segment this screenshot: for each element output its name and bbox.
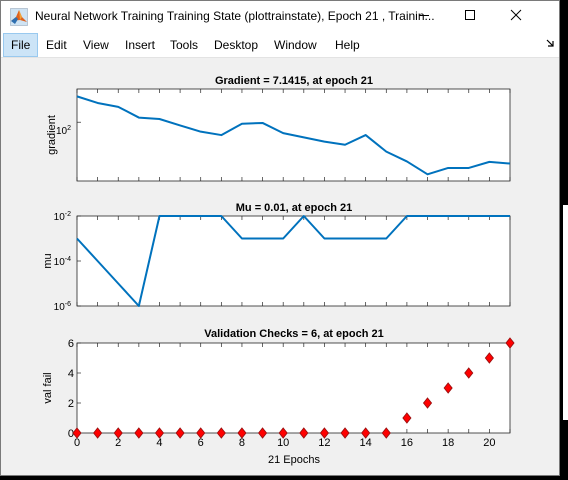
val-xtick-label: 4: [156, 437, 162, 449]
gradient-panel: Gradient = 7.1415, at epoch 21 102 gradi…: [46, 75, 511, 182]
val-markers: [72, 337, 515, 439]
maximize-button[interactable]: [447, 1, 493, 33]
menu-window[interactable]: Window: [274, 38, 317, 52]
menu-view[interactable]: View: [83, 38, 109, 52]
mu-line: [76, 215, 510, 307]
val-xtick-label: 6: [198, 437, 204, 449]
val-fail-marker: [402, 412, 412, 424]
val-axes[interactable]: [76, 342, 511, 434]
mu-ylabel: mu: [42, 253, 54, 268]
val-xlabel: 21 Epochs: [268, 454, 320, 466]
val-fail-marker: [361, 427, 371, 439]
val-ytick-label: 6: [68, 338, 74, 350]
val-fail-marker: [134, 427, 144, 439]
val-ytick-label: 4: [68, 368, 74, 380]
val-xtick-label: 18: [442, 437, 454, 449]
val-ytick-label: 2: [68, 398, 74, 410]
val-xtick-label: 20: [483, 437, 495, 449]
minimize-icon: [418, 8, 430, 26]
menu-desktop[interactable]: Desktop: [214, 38, 259, 52]
val-title: Validation Checks = 6, at epoch 21: [204, 328, 383, 340]
window-title: Neural Network Training Training State (…: [35, 9, 435, 23]
val-fail-marker: [216, 427, 226, 439]
minimize-button[interactable]: [401, 1, 447, 33]
matlab-icon: [10, 8, 28, 26]
val-xtick-label: 2: [115, 437, 121, 449]
val-xtick-label: 0: [74, 437, 80, 449]
mu-ytick-label-2: 10-4: [54, 256, 71, 268]
gradient-title: Gradient = 7.1415, at epoch 21: [215, 75, 373, 87]
val-fail-marker: [299, 427, 309, 439]
val-fail-marker: [422, 397, 433, 409]
val-fail-marker: [72, 427, 82, 439]
val-fail-marker: [237, 427, 247, 439]
val-fail-marker: [484, 352, 494, 364]
gradient-ticks: [76, 89, 511, 181]
val-fail-marker: [154, 427, 165, 439]
menu-file[interactable]: File: [3, 33, 39, 57]
val-fail-marker: [381, 427, 391, 439]
val-fail-marker: [196, 427, 206, 439]
maximize-icon: [464, 8, 476, 26]
mu-ytick-label-1: 10-2: [54, 211, 71, 223]
mu-ytick-label-3: 10-6: [54, 301, 71, 313]
figure-window: Neural Network Training Training State (…: [0, 0, 560, 476]
training-state-figure: Gradient = 7.1415, at epoch 21 102 gradi…: [42, 75, 515, 466]
val-fail-marker: [319, 427, 330, 439]
val-fail-marker: [443, 382, 453, 394]
gradient-ytick-label: 102: [56, 125, 71, 137]
menu-bar: File Edit View Insert Tools Desktop Wind…: [1, 33, 559, 58]
val-ytick-label: 0: [68, 428, 74, 440]
val-xtick-label: 12: [318, 437, 330, 449]
val-fail-marker: [257, 427, 268, 439]
val-ylabel: val fail: [42, 372, 54, 403]
mu-title: Mu = 0.01, at epoch 21: [236, 202, 352, 214]
close-button[interactable]: [493, 1, 539, 33]
menu-tools[interactable]: Tools: [170, 38, 199, 52]
val-panel: Validation Checks = 6, at epoch 21 0 2 4 6 8…: [42, 328, 515, 466]
val-fail-marker: [175, 427, 185, 439]
gradient-ylabel: gradient: [46, 115, 58, 155]
menu-insert[interactable]: Insert: [125, 38, 156, 52]
menu-edit[interactable]: Edit: [46, 38, 67, 52]
val-fail-marker: [505, 337, 515, 349]
gradient-line: [76, 95, 511, 176]
close-icon: [510, 8, 522, 26]
dock-arrow-icon[interactable]: [546, 39, 555, 51]
val-fail-marker: [93, 427, 103, 439]
background-window-edge: [563, 205, 568, 420]
val-xtick-label: 10: [277, 437, 289, 449]
val-fail-marker: [113, 427, 123, 439]
val-fail-marker: [278, 427, 288, 439]
val-xtick-label: 8: [239, 437, 245, 449]
mu-panel: Mu = 0.01, at epoch 21 10-2 10-4 10-6 mu: [42, 202, 511, 313]
val-fail-marker: [464, 367, 474, 379]
val-xtick-label: 16: [401, 437, 413, 449]
val-fail-marker: [340, 427, 350, 439]
title-bar[interactable]: Neural Network Training Training State (…: [1, 1, 559, 33]
menu-help[interactable]: Help: [335, 38, 360, 52]
val-xtick-label: 14: [360, 437, 372, 449]
